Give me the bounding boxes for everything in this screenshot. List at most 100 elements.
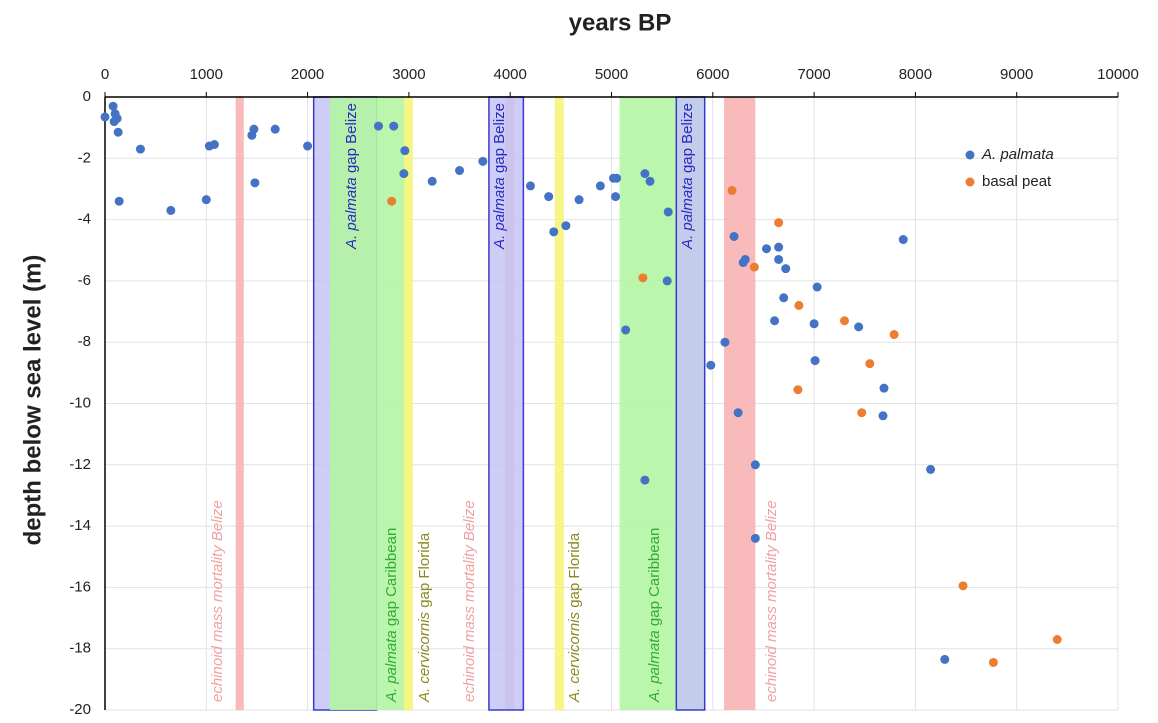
band-label-part: gap Belize	[679, 103, 696, 177]
point	[889, 330, 899, 340]
band-label-part: A. cervicornis	[566, 611, 583, 703]
point	[249, 124, 259, 134]
point	[270, 124, 280, 134]
point	[201, 195, 211, 205]
band	[723, 97, 756, 710]
point	[108, 101, 118, 111]
band-label: A. palmata gap Belize	[343, 103, 360, 250]
band-label: A. palmata gap Caribbean	[383, 528, 400, 703]
point	[839, 316, 849, 326]
band-label-part: A. palmata	[679, 177, 696, 250]
point	[303, 141, 313, 151]
point	[750, 533, 760, 543]
band-label-part: A. palmata	[343, 177, 360, 250]
point	[645, 176, 655, 186]
y-tick-label: -4	[78, 211, 91, 228]
chart-title: years BP	[569, 9, 672, 36]
band-label: A. palmata gap Belize	[679, 103, 696, 250]
point	[640, 475, 650, 485]
point	[774, 254, 784, 264]
band-label-part: echinoid mass mortality Belize	[461, 500, 478, 702]
band-label-part: gap Belize	[343, 103, 360, 177]
point	[399, 169, 409, 179]
point	[114, 196, 124, 206]
point	[857, 408, 867, 418]
point	[525, 181, 535, 191]
point	[400, 146, 410, 156]
legend-label: A. palmata	[981, 146, 1054, 163]
point	[574, 195, 584, 205]
band-label-part: gap Belize	[491, 103, 508, 177]
point	[940, 654, 950, 664]
y-tick-label: -18	[69, 640, 91, 657]
y-tick-label: -10	[69, 394, 91, 411]
point	[427, 176, 437, 186]
point	[455, 166, 465, 176]
band	[235, 97, 244, 710]
band-label: echinoid mass mortality Belize	[209, 500, 226, 702]
point	[638, 273, 648, 283]
point	[166, 205, 176, 215]
point	[958, 581, 968, 591]
point	[1052, 635, 1062, 645]
point	[640, 169, 650, 179]
x-tick-label: 8000	[899, 66, 932, 83]
point	[387, 196, 397, 206]
x-tick-label: 0	[101, 66, 109, 83]
band-label: A. cervicornis gap Florida	[566, 532, 583, 703]
band-label: echinoid mass mortality Belize	[461, 500, 478, 702]
band-label-part: echinoid mass mortality Belize	[763, 500, 780, 702]
band-label-part: gap Florida	[416, 532, 433, 612]
point	[779, 293, 789, 303]
x-tick-label: 7000	[797, 66, 830, 83]
x-tick-label: 6000	[696, 66, 729, 83]
point	[612, 173, 622, 183]
point	[729, 231, 739, 241]
point	[209, 140, 219, 150]
y-tick-label: -2	[78, 149, 91, 166]
point	[478, 156, 488, 166]
point	[774, 242, 784, 252]
point	[595, 181, 605, 191]
y-tick-label: -6	[78, 272, 91, 289]
point	[250, 178, 260, 188]
band-label-part: A. cervicornis	[416, 611, 433, 703]
band-label-part: A. palmata	[383, 630, 400, 703]
band-label-part: A. palmata	[646, 630, 663, 703]
band	[554, 97, 564, 710]
y-tick-label: -14	[69, 517, 91, 534]
point	[854, 322, 864, 332]
y-tick-label: 0	[83, 88, 91, 105]
x-tick-label: 10000	[1097, 66, 1139, 83]
point	[733, 408, 743, 418]
point	[774, 218, 784, 228]
x-tick-label: 9000	[1000, 66, 1033, 83]
point	[720, 337, 730, 347]
band-label-part: A. palmata	[491, 177, 508, 250]
band-label-part: echinoid mass mortality Belize	[209, 500, 226, 702]
point	[988, 657, 998, 667]
x-tick-label: 4000	[494, 66, 527, 83]
point	[100, 112, 110, 122]
y-tick-label: -16	[69, 578, 91, 595]
point	[879, 383, 889, 393]
band	[675, 96, 706, 711]
point	[794, 300, 804, 310]
point	[662, 276, 672, 286]
band-label-part: gap Caribbean	[646, 528, 663, 631]
point	[810, 356, 820, 366]
point	[749, 262, 759, 272]
point	[544, 192, 554, 202]
point	[706, 360, 716, 370]
band-label: echinoid mass mortality Belize	[763, 500, 780, 702]
point	[727, 185, 737, 195]
point	[109, 117, 119, 127]
band-label-part: gap Florida	[566, 532, 583, 612]
legend-marker	[965, 177, 975, 187]
point	[750, 460, 760, 470]
point	[761, 244, 771, 254]
y-tick-label: -8	[78, 333, 91, 350]
point	[865, 359, 875, 369]
point	[549, 227, 559, 237]
